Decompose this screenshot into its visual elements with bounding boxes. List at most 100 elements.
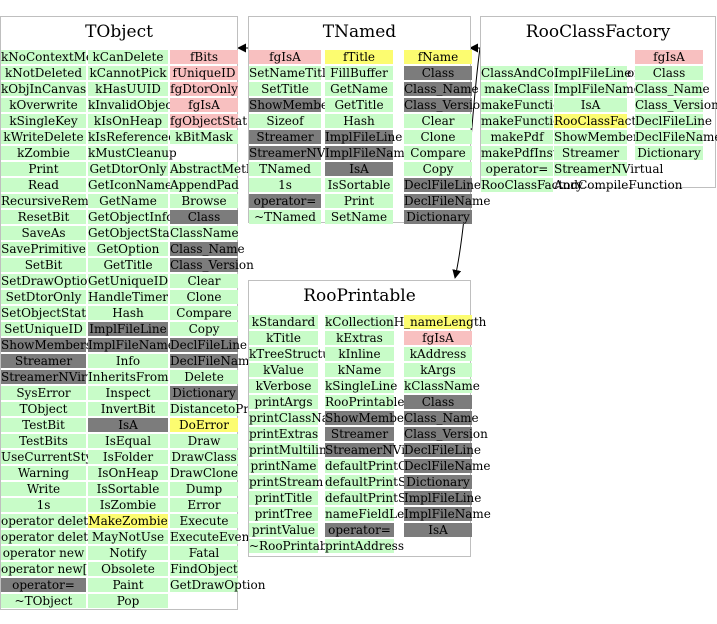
member-cell: Dictionary [635, 146, 703, 160]
member-cell: kBitMask [170, 130, 238, 144]
member-cell: makeClass [481, 82, 553, 96]
member-cell: IsSortable [88, 482, 168, 496]
member-cell: Copy [404, 162, 472, 176]
member-cell: Execute [170, 514, 238, 528]
member-cell: ShowMembers [249, 98, 340, 112]
member-cell: fBits [170, 50, 238, 64]
member-cell: makeFunction [481, 98, 569, 112]
member-cell: UseCurrentStyle [1, 450, 104, 464]
member-cell: StreamerNVirtual [554, 162, 664, 176]
member-cell: ~RooPrintable [249, 539, 339, 553]
member-cell: kCannotPick [88, 66, 168, 80]
member-cell: ~TObject [1, 594, 86, 608]
member-cell: Class_Version [404, 427, 488, 441]
member-cell: DistancetoPrimitive [170, 402, 291, 416]
member-cell: makePdf [481, 130, 553, 144]
member-cell: Class [635, 66, 703, 80]
member-cell: ImplFileName [88, 338, 175, 352]
member-cell: Browse [170, 194, 238, 208]
member-cell: kExtras [325, 331, 394, 345]
member-cell: GetOption [88, 242, 168, 256]
member-cell: ImplFileLine [404, 491, 482, 505]
member-cell: AppendPad [170, 178, 239, 192]
member-cell: 1s [1, 498, 86, 512]
member-cell: fgIsA [170, 98, 238, 112]
member-cell: Write [1, 482, 86, 496]
member-cell: DeclFileName [404, 194, 491, 208]
member-cell: Clear [170, 274, 238, 288]
member-cell: Dump [170, 482, 238, 496]
member-cell: Print [325, 194, 393, 208]
member-cell: Paint [88, 578, 168, 592]
member-cell: IsEqual [88, 434, 168, 448]
member-cell: defaultPrintStyle [325, 491, 429, 505]
member-cell: InvertBit [88, 402, 168, 416]
member-cell: defaultPrintContents [325, 459, 453, 473]
member-cell: GetName [88, 194, 168, 208]
member-cell: Inspect [88, 386, 168, 400]
member-cell: kCanDelete [88, 50, 168, 64]
member-cell: ClassAndCompileFunction [481, 66, 642, 80]
member-cell: kZombie [1, 146, 86, 160]
member-cell: DeclFileName [635, 130, 717, 144]
member-cell: GetDrawOption [170, 578, 266, 592]
member-cell: kTreeStructure [249, 347, 343, 361]
member-cell: Class_Name [404, 411, 479, 425]
member-cell: kCollectionHeader [325, 315, 440, 329]
member-cell: GetTitle [325, 98, 393, 112]
member-cell: FillBuffer [325, 66, 393, 80]
member-cell: RecursiveRemove [1, 194, 110, 208]
member-cell: fName [404, 50, 472, 64]
member-cell: Class_Name [170, 242, 245, 256]
member-cell: printMultiline [249, 443, 334, 457]
member-cell: Read [1, 178, 86, 192]
member-cell: GetObjectStat [88, 226, 175, 240]
member-cell: kInvalidObject [88, 98, 177, 112]
member-cell: operator= [249, 194, 321, 208]
member-cell: IsSortable [325, 178, 393, 192]
class-title: TObject [85, 22, 153, 42]
member-cell: MakeZombie [88, 514, 168, 528]
member-cell: operator new [1, 546, 86, 560]
member-cell: kSingleKey [1, 114, 86, 128]
member-cell: MayNotUse [88, 530, 168, 544]
member-cell: Info [88, 354, 168, 368]
member-cell: Class [404, 66, 472, 80]
member-cell: SetNameTitle [249, 66, 333, 80]
member-cell: kIsOnHeap [88, 114, 168, 128]
member-cell: fUniqueID [170, 66, 238, 80]
member-cell: ShowMembers [554, 130, 645, 144]
member-cell: Clone [404, 130, 472, 144]
member-cell [170, 146, 238, 160]
member-cell: DeclFileLine [404, 178, 482, 192]
member-cell: Streamer [1, 354, 86, 368]
member-cell: kMustCleanup [88, 146, 177, 160]
member-cell: _nameLength [404, 315, 487, 329]
member-cell: IsZombie [88, 498, 168, 512]
member-cell: operator delete [1, 514, 96, 528]
member-cell: kNoContextMenu [1, 50, 109, 64]
class-box-rooprintable: RooPrintable kStandard kTitle kTreeStructur… [248, 280, 491, 557]
member-cell: fgIsA [249, 50, 321, 64]
member-cell: fTitle [325, 50, 393, 64]
member-cell: SysError [1, 386, 86, 400]
member-cell: kValue [249, 363, 318, 377]
member-cell: operator new[] [1, 562, 92, 576]
member-cell: Streamer [554, 146, 627, 160]
member-cell: ClassName [170, 226, 239, 240]
member-cell: DoError [170, 418, 238, 432]
member-cell: ResetBit [1, 210, 86, 224]
member-cell: ShowMembers [1, 338, 92, 352]
member-cell: StreamerNVirtual [1, 370, 111, 384]
member-cell: GetTitle [88, 258, 168, 272]
member-cell: Warning [1, 466, 86, 480]
member-cell: kVerbose [249, 379, 318, 393]
member-cell: Notify [88, 546, 168, 560]
member-cell: Dictionary [170, 386, 238, 400]
member-cell: Class_Name [404, 82, 479, 96]
class-box-tobject: TObject kNoContextMenu kNotDeleted kObjInCa… [0, 16, 291, 610]
member-cell: fgIsA [635, 50, 703, 64]
member-cell: Class_Version [635, 98, 717, 112]
member-cell: TObject [1, 402, 86, 416]
member-cell: Class_Version [404, 98, 488, 112]
